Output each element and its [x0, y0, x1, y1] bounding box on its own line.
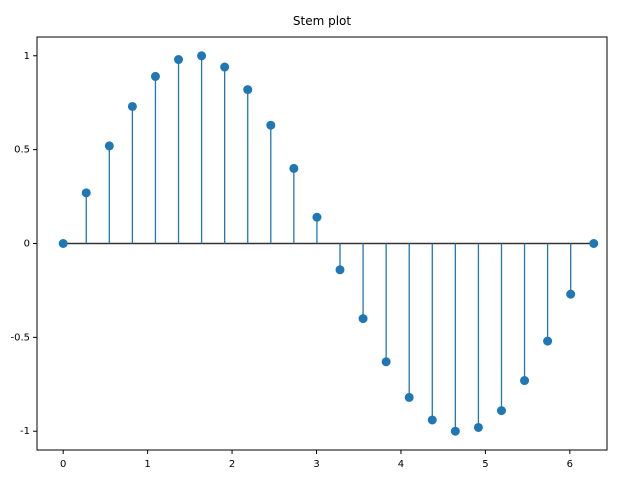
stem-marker [496, 406, 506, 416]
stem-marker [589, 239, 599, 248]
stem-marker [358, 314, 368, 324]
y-tick-label: -1 [20, 426, 30, 437]
stem-marker [104, 141, 114, 151]
stem-marker [220, 62, 230, 72]
stem-marker [289, 163, 299, 173]
stem-marker [404, 392, 414, 402]
x-tick-label: 3 [313, 459, 319, 470]
x-tick-label: 6 [567, 459, 573, 470]
stem-marker [58, 239, 68, 248]
stem-marker [174, 55, 184, 65]
stem-marker [427, 415, 437, 425]
y-tick-label: 0 [24, 239, 30, 250]
stem-marker [150, 71, 160, 81]
y-tick-label: -0.5 [10, 332, 30, 343]
x-tick-label: 0 [60, 459, 66, 470]
x-tick-label: 2 [229, 459, 235, 470]
y-tick-label: 1 [24, 51, 30, 62]
stem-marker [127, 101, 137, 111]
stem-marker [312, 212, 322, 222]
stem-marker [450, 426, 460, 436]
chart-title: Stem plot [293, 14, 352, 28]
x-tick-label: 4 [398, 459, 404, 470]
x-tick-label: 1 [144, 459, 150, 470]
stem-marker [566, 289, 576, 299]
stem-marker [473, 422, 483, 432]
stem-marker [381, 357, 391, 367]
stem-marker [243, 85, 253, 95]
stem-marker [197, 51, 207, 61]
stem-marker [543, 336, 553, 346]
stem-marker [335, 265, 345, 275]
stem-marker [266, 120, 276, 130]
x-tick-label: 5 [482, 459, 488, 470]
y-tick-label: 0.5 [14, 145, 30, 156]
stem-marker [81, 188, 91, 198]
stem-marker [520, 376, 530, 386]
